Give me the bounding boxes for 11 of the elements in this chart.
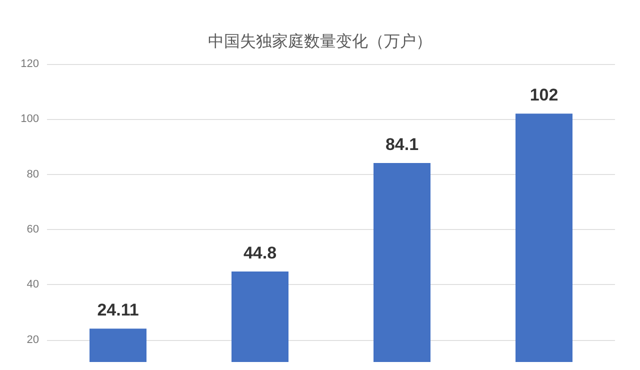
data-label: 84.1 [385, 135, 419, 154]
y-tick-label: 40 [26, 278, 39, 291]
y-tick-label: 20 [26, 334, 39, 346]
data-label: 102 [530, 86, 558, 105]
y-tick-label: 100 [20, 113, 39, 126]
data-label: 24.11 [97, 300, 139, 320]
y-tick-label: 120 [20, 58, 39, 70]
y-tick-label: 60 [26, 224, 39, 236]
data-label: 44.8 [243, 243, 277, 262]
chart-title: 中国失独家庭数量变化（万户） [208, 32, 432, 50]
y-tick-label: 80 [26, 168, 39, 180]
